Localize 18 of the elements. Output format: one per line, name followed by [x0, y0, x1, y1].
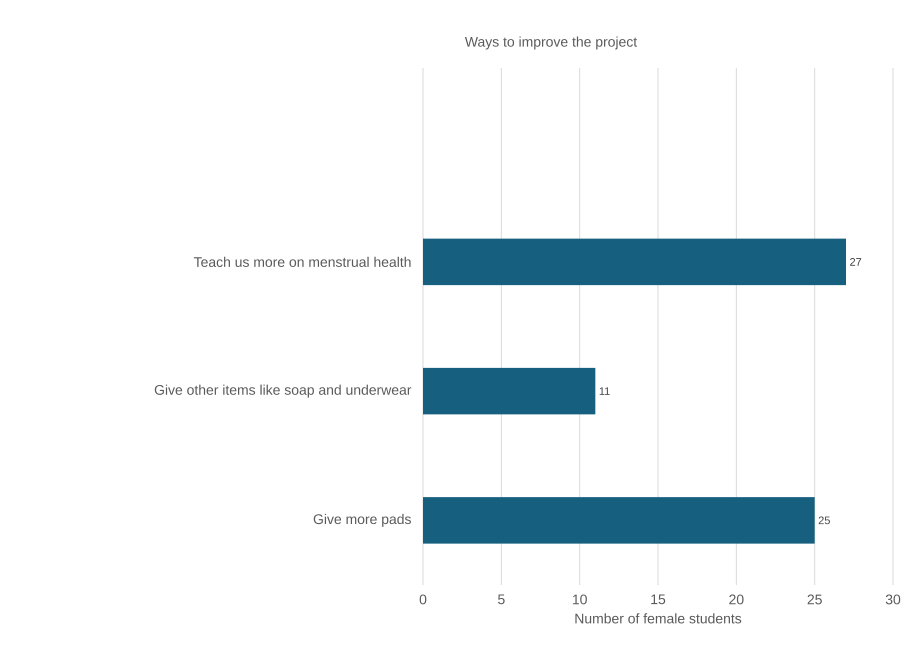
y-tick-label: Give more pads	[314, 514, 411, 527]
x-tick-label: 25	[808, 594, 822, 604]
y-tick-label: Teach us more on menstrual health	[194, 256, 411, 267]
data-label: 25	[818, 516, 830, 524]
bar	[423, 368, 596, 414]
x-tick-label: 15	[651, 594, 666, 604]
bar	[423, 238, 846, 286]
x-tick-label: 20	[729, 594, 744, 604]
bar	[423, 497, 815, 544]
x-tick-label: 10	[572, 594, 587, 604]
data-label: 11	[600, 387, 610, 395]
x-axis-title: Number of female students	[575, 613, 742, 624]
x-tick-label: 0	[420, 594, 426, 604]
data-label: 27	[850, 258, 862, 266]
x-tick-label: 30	[886, 594, 900, 604]
y-tick-label: Give other items like soap and underwear	[154, 384, 412, 398]
x-tick-label: 5	[498, 594, 505, 604]
chart-title: Ways to improve the project	[464, 36, 638, 50]
